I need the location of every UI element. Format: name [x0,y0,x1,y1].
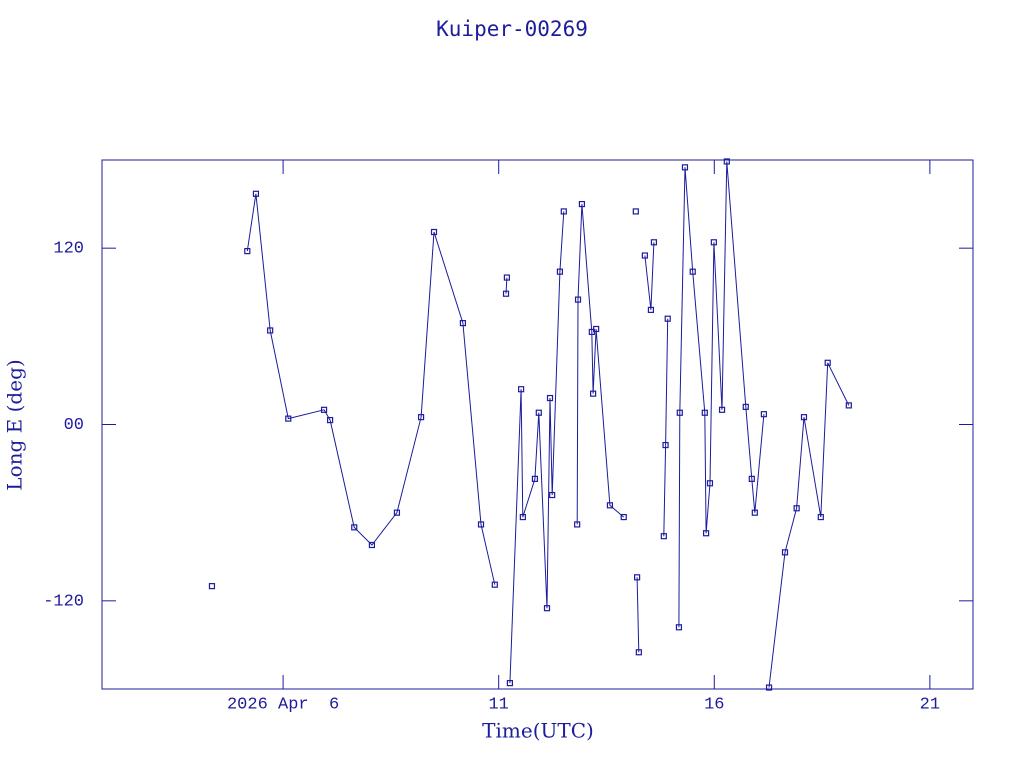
data-point [593,325,600,333]
data-point [417,414,425,421]
data-point [662,441,669,449]
data-point [620,513,627,521]
data-point [531,475,539,482]
data-point [660,533,667,540]
data-line [246,161,850,688]
y-tick-label: 120 [53,240,84,259]
data-point [430,228,438,236]
x-tick-label: 2026 Apr 6 [227,695,339,714]
data-point [800,414,808,421]
data-point [503,274,510,281]
data-point [606,502,614,509]
data-point [208,583,216,590]
x-tick-label: 21 [920,695,940,714]
data-point [459,320,467,327]
data-point [502,290,510,297]
data-point [676,409,683,416]
data-point [393,509,401,516]
data-point [635,649,642,656]
data-point [590,390,597,397]
data-point [285,415,292,422]
data-point [574,521,581,528]
data-point [506,680,514,687]
data-point [793,505,800,512]
data-point [368,541,376,549]
data-point [723,158,730,165]
data-point [477,521,485,528]
data-point [518,386,525,393]
data-point [650,239,658,246]
data-point [748,475,755,482]
x-axis-label: Time(UTC) [482,719,594,743]
data-point [351,524,358,531]
data-point [535,409,542,416]
data-point [681,164,689,171]
data-point [519,513,526,521]
data-point [244,248,251,255]
data-point [710,239,717,246]
chart-title: Kuiper-00269 [436,17,588,41]
data-point [765,684,773,691]
data-point [689,268,696,275]
x-tick-label: 11 [488,695,508,714]
data-point [641,252,648,259]
data-point [664,315,671,322]
data-point [546,394,554,402]
data-point [845,402,852,409]
data-point [824,359,831,366]
data-point [675,624,683,631]
data-point [751,509,758,516]
data-point [549,491,556,499]
data-point [267,327,274,334]
data-point [817,513,824,521]
data-point [491,581,498,588]
data-point [742,403,749,410]
data-point [543,605,551,612]
data-point [647,306,655,313]
data-point [781,549,789,556]
data-point [634,574,641,581]
data-point [574,296,582,303]
y-tick-label: 00 [64,416,84,435]
data-point [326,416,334,424]
data-point [560,208,567,215]
data-point [578,200,586,208]
data-point [320,406,328,413]
data-point [702,530,710,537]
plot-frame [101,159,974,690]
data-point [556,268,564,275]
data-point [718,406,726,413]
data-point [632,208,639,215]
y-axis-label: Long E (deg) [3,359,27,490]
data-point [252,190,260,197]
data-point [701,409,708,416]
x-tick-label: 16 [704,695,724,714]
data-point [760,411,767,418]
data-point [706,480,714,487]
y-tick-label: -120 [43,592,84,611]
